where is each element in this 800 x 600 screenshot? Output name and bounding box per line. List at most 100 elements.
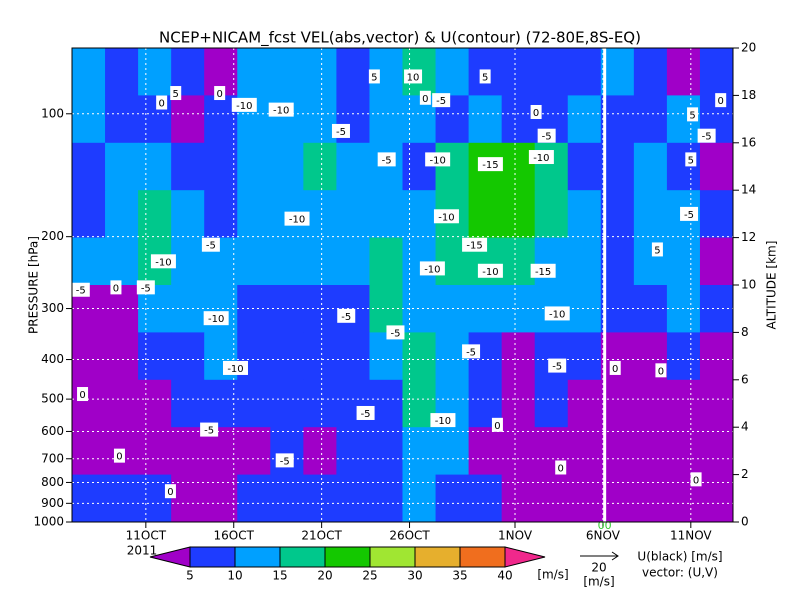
field-cell: [468, 95, 503, 144]
contour-label-box: [530, 263, 556, 278]
field-cell: [171, 379, 205, 428]
y-tick-label: 300: [41, 301, 64, 315]
field-cell: [534, 332, 569, 381]
y2-axis-label: ALTITUDE [km]: [765, 241, 779, 330]
contour-label: -10: [424, 264, 440, 275]
field-cell: [501, 474, 536, 523]
field-cell: [468, 474, 503, 523]
y-tick-label: 600: [41, 424, 64, 438]
y-tick-label: 900: [41, 496, 64, 510]
colorbar-box: [414, 546, 461, 568]
x-tick-label: 11NOV: [670, 529, 712, 543]
field-cell: [204, 142, 238, 191]
contour-label: -10: [482, 267, 498, 278]
field-cell: [336, 379, 370, 428]
contour-label: 5: [482, 72, 488, 83]
contour-label: 5: [688, 155, 694, 166]
field-cell: [105, 379, 139, 428]
contour-label: 0: [158, 99, 164, 110]
contour-label: -10: [208, 314, 224, 325]
contour-label: 10: [407, 72, 420, 83]
contour-label: -5: [466, 347, 476, 358]
contour-label: -10: [435, 416, 451, 427]
contour-label: 5: [173, 89, 179, 100]
colorbar-label: 10: [227, 569, 242, 583]
colorbar-label: 15: [272, 569, 287, 583]
contour-label: -10: [227, 364, 243, 375]
field-cell: [105, 237, 139, 286]
field-cell: [699, 379, 734, 428]
field-cell: [303, 427, 337, 476]
field-cell: [567, 379, 602, 428]
field-cell: [633, 427, 668, 476]
contour-label: 0: [113, 283, 119, 294]
field-cell: [204, 474, 238, 523]
field-cell: [270, 427, 304, 476]
field-cell: [699, 190, 734, 239]
field-cell: [270, 48, 304, 96]
year-label: 2011: [127, 544, 158, 558]
contour-label: -5: [702, 132, 712, 143]
field-cell: [534, 190, 569, 239]
contour-label-box: [548, 358, 567, 373]
field-cell: [534, 48, 569, 96]
y2-tick-label: 8: [741, 325, 749, 339]
field-cell: [699, 427, 734, 476]
contour-label: -5: [336, 127, 346, 138]
field-cell: [468, 285, 503, 333]
x-tick-label: 21OCT: [301, 529, 342, 543]
field-cell: [171, 237, 205, 286]
field-cell: [303, 237, 337, 286]
contour-label: -5: [684, 210, 694, 221]
contour-label: 0: [558, 463, 564, 474]
colorbar-label: 40: [497, 569, 512, 583]
contour-label: -5: [76, 286, 86, 297]
field-cell: [567, 142, 602, 191]
contour-label: -10: [289, 215, 305, 226]
field-cell: [567, 332, 602, 381]
contour-label-box: [203, 311, 229, 326]
y2-tick-label: 10: [741, 278, 756, 292]
field-cell: [633, 95, 668, 144]
contour-label-box: [275, 453, 294, 468]
contour-label: 0: [79, 390, 85, 401]
contour-label: 0: [718, 96, 724, 107]
field-cell: [501, 237, 536, 286]
contour-label-box: [368, 69, 380, 84]
field-cell: [72, 379, 106, 428]
contour-label-box: [697, 128, 716, 143]
field-cell: [72, 332, 106, 381]
field-cell: [600, 237, 635, 286]
chart-title: NCEP+NICAM_fcst VEL(abs,vector) & U(cont…: [159, 29, 641, 48]
field-cell: [567, 237, 602, 286]
y2-tick-label: 20: [741, 41, 756, 55]
x-tick-label: 26OCT: [389, 529, 430, 543]
field-cell: [633, 48, 668, 96]
field-cell: [666, 48, 701, 96]
field-cell: [204, 379, 238, 428]
field-cell: [336, 142, 370, 191]
y2-tick-label: 18: [741, 88, 756, 102]
field-cell: [72, 237, 106, 286]
field-cell: [600, 142, 635, 191]
field-cell: [336, 48, 370, 96]
contour-label-box: [433, 209, 459, 224]
field-cell: [633, 474, 668, 523]
y-tick-label: 500: [41, 392, 64, 406]
field-cell: [699, 332, 734, 381]
field-cell: [369, 332, 403, 381]
field-cell: [303, 379, 337, 428]
field-cell: [72, 95, 106, 144]
contour-label-box: [528, 150, 554, 165]
y-tick-label: 800: [41, 475, 64, 489]
field-cell: [435, 142, 470, 191]
field-cell: [501, 332, 536, 381]
field-cell: [699, 48, 734, 96]
contour-label: -5: [552, 362, 562, 373]
colorbar-label: 35: [452, 569, 467, 583]
plot-frame: [71, 47, 734, 523]
contour-label-box: [136, 280, 155, 295]
field-cell: [501, 427, 536, 476]
contour-label: -10: [549, 309, 565, 320]
contour-label: 5: [689, 110, 695, 121]
